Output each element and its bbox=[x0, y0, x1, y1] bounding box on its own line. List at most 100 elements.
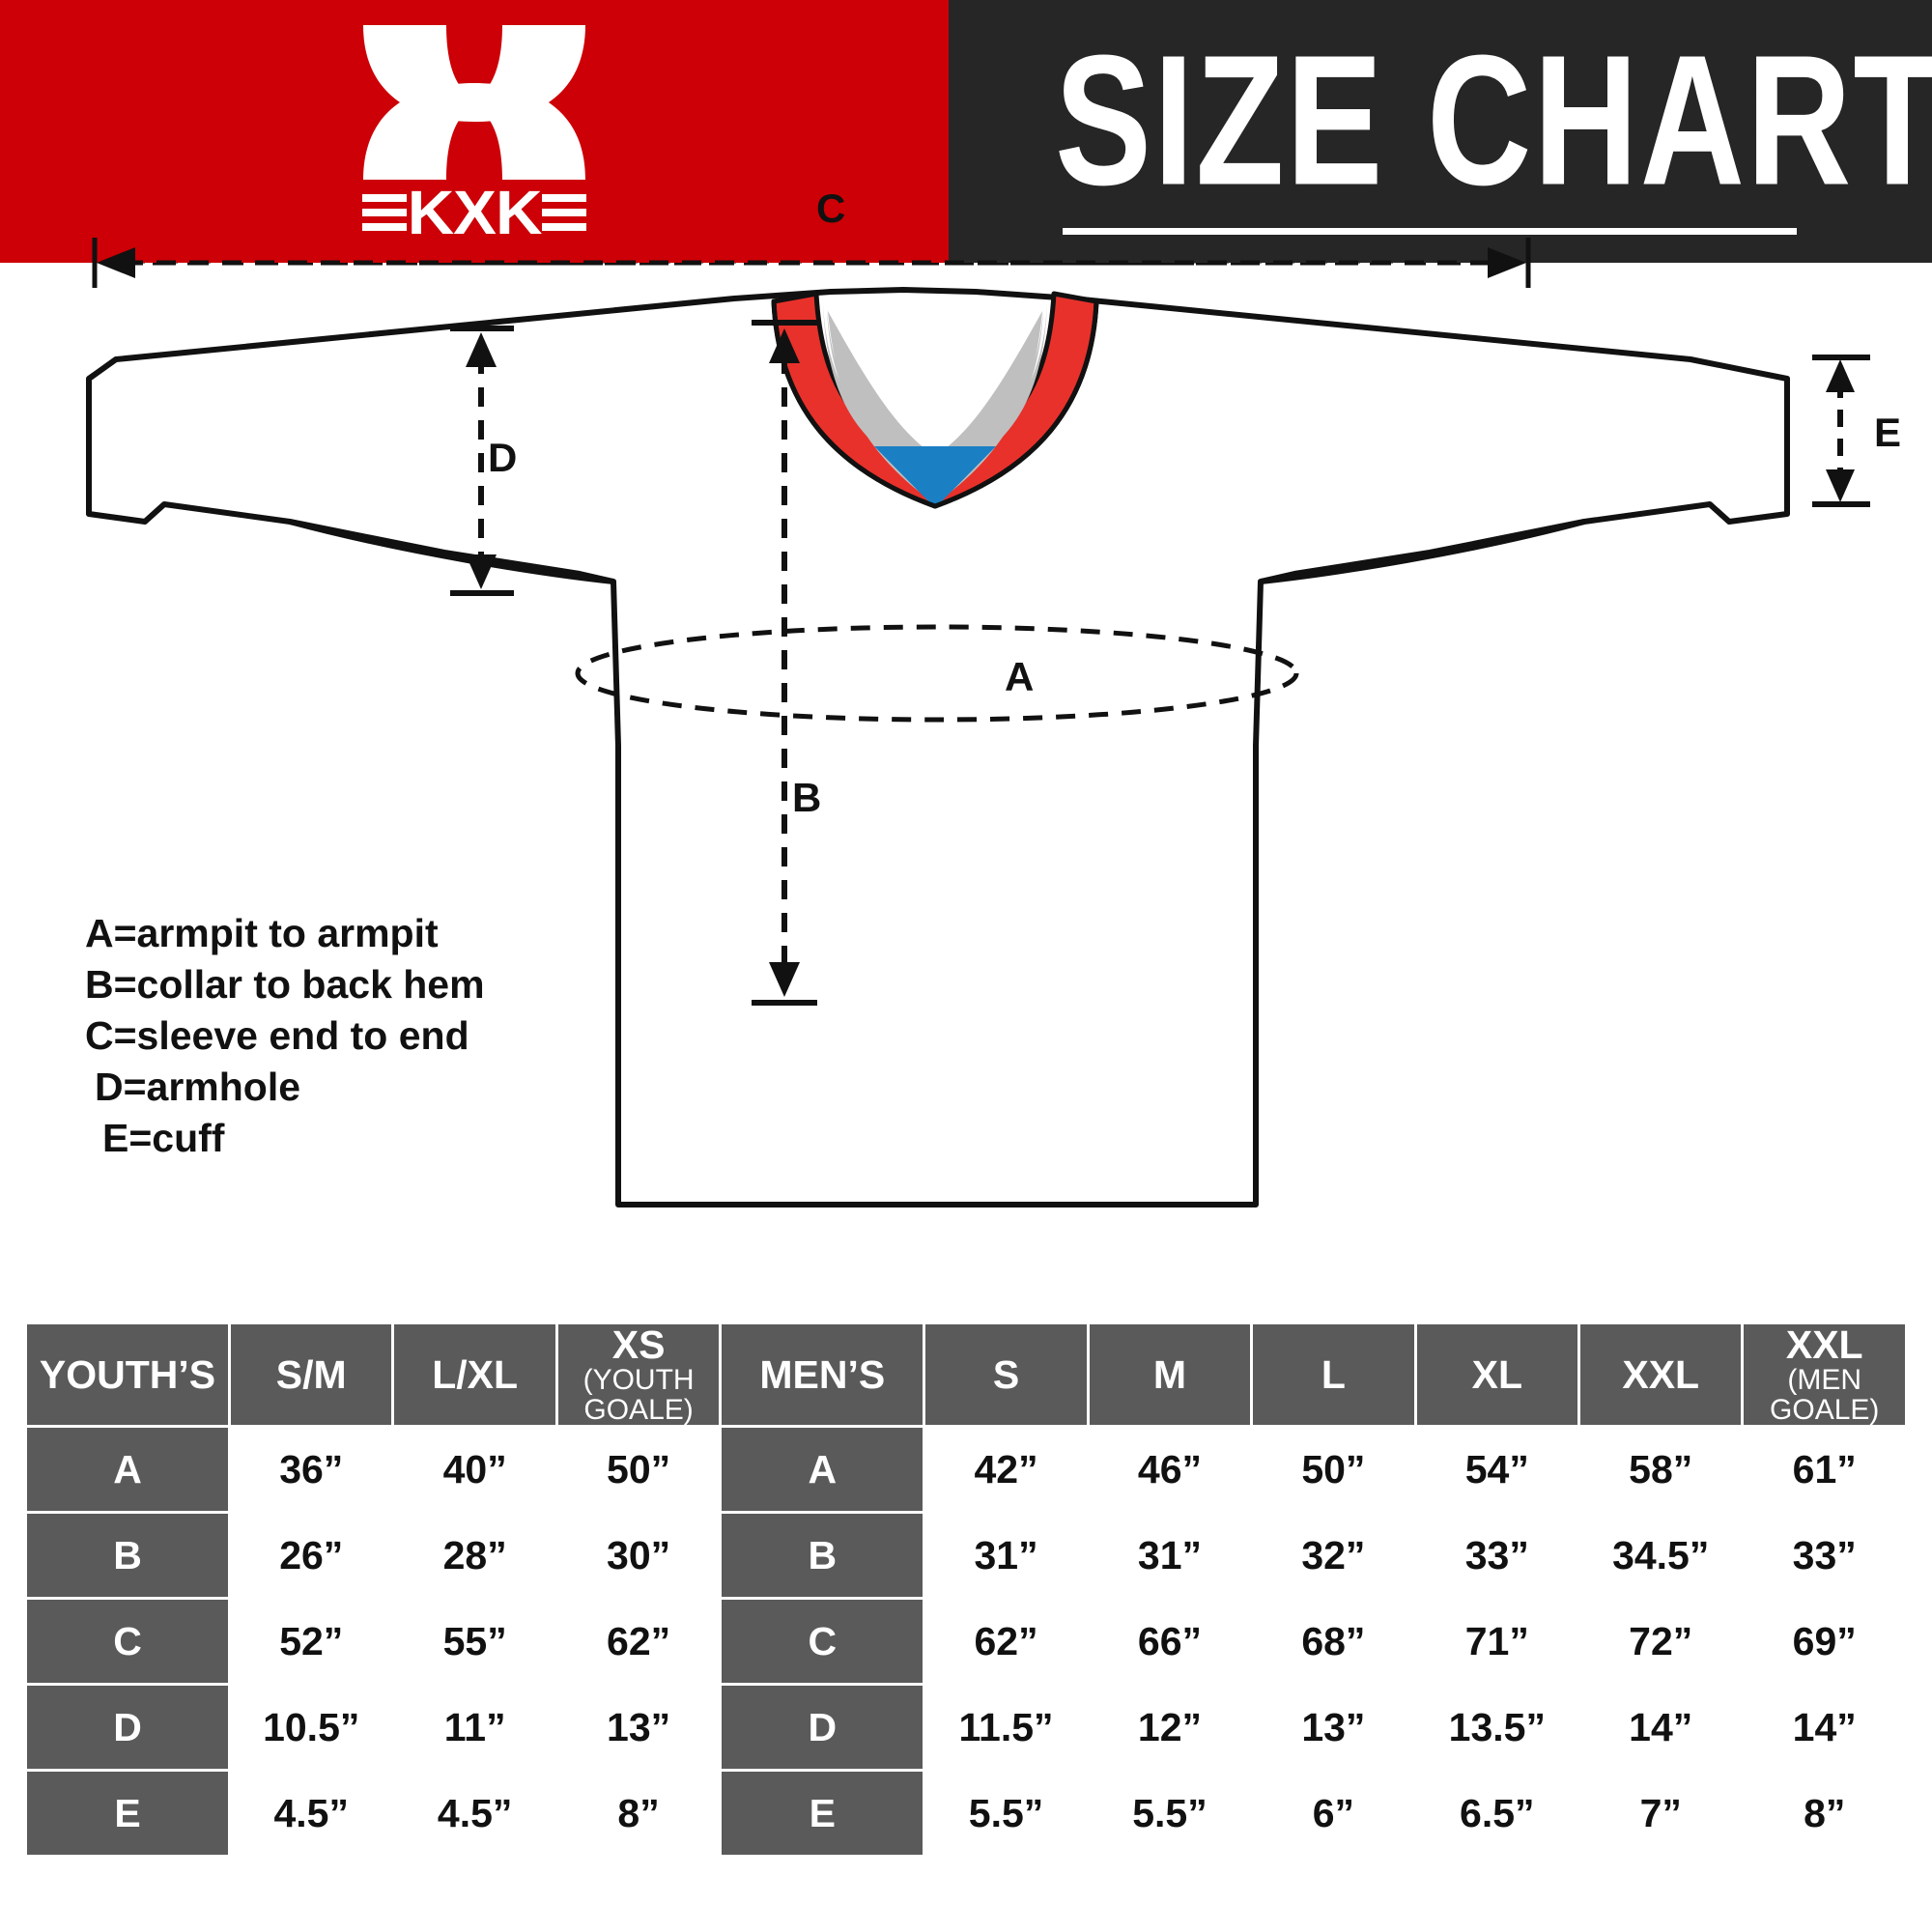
logo-stripes-left-icon bbox=[361, 190, 407, 235]
mens-col-1: M bbox=[1089, 1324, 1251, 1425]
mens-e-0: 5.5” bbox=[925, 1772, 1087, 1855]
mens-d-1: 12” bbox=[1089, 1686, 1251, 1769]
table-row: A 36” 40” 50” A 42” 46” 50” 54” 58” 61” bbox=[27, 1428, 1905, 1511]
youth-col-2: XS (YOUTH GOALE) bbox=[557, 1322, 720, 1426]
mens-col-0-label: S bbox=[992, 1352, 1020, 1397]
mens-e-2: 6” bbox=[1253, 1772, 1414, 1855]
collar-outline bbox=[771, 300, 1099, 509]
brand-logo: KXK bbox=[0, 19, 949, 247]
mens-c-0: 62” bbox=[925, 1600, 1087, 1683]
mens-col-4: XXL bbox=[1580, 1324, 1742, 1425]
youth-col-0-label: S/M bbox=[275, 1352, 347, 1397]
youth-a-0: 36” bbox=[231, 1428, 392, 1511]
mens-b-1: 31” bbox=[1089, 1514, 1251, 1597]
mens-row-label-b: B bbox=[722, 1514, 923, 1597]
brand-wordmark: KXK bbox=[361, 178, 587, 247]
mens-col-0: S bbox=[925, 1324, 1087, 1425]
measure-e-arrow bbox=[1812, 355, 1870, 507]
mens-b-3: 33” bbox=[1416, 1514, 1578, 1597]
youth-col-1-label: L/XL bbox=[432, 1352, 519, 1397]
table-header-row: YOUTH’S S/M L/XL XS (YOUTH GOALE) MEN’S S… bbox=[27, 1324, 1905, 1425]
measure-c-overlay bbox=[92, 238, 1531, 288]
youth-d-0: 10.5” bbox=[231, 1686, 392, 1769]
brand-banner: KXK bbox=[0, 0, 949, 263]
mens-c-3: 71” bbox=[1416, 1600, 1578, 1683]
mens-col-4-label: XXL bbox=[1622, 1352, 1700, 1397]
legend-line-d: D=armhole bbox=[95, 1065, 301, 1109]
youth-group-header: YOUTH’S bbox=[27, 1324, 229, 1425]
youth-c-1: 55” bbox=[394, 1600, 555, 1683]
youth-b-1: 28” bbox=[394, 1514, 555, 1597]
mens-row-label-d: D bbox=[722, 1686, 923, 1769]
mens-col-2-label: L bbox=[1321, 1352, 1346, 1397]
collar-blue-accent bbox=[874, 446, 996, 508]
youth-row-label-d: D bbox=[27, 1686, 229, 1769]
legend-line-b: B=collar to back hem bbox=[85, 962, 485, 1007]
measure-label-d: D bbox=[488, 435, 518, 480]
mens-a-1: 46” bbox=[1089, 1428, 1251, 1511]
kxk-hourglass-logo-icon bbox=[363, 25, 585, 180]
mens-a-2: 50” bbox=[1253, 1428, 1414, 1511]
table-row: E 4.5” 4.5” 8” E 5.5” 5.5” 6” 6.5” 7” 8” bbox=[27, 1772, 1905, 1855]
mens-a-4: 58” bbox=[1580, 1428, 1742, 1511]
mens-d-2: 13” bbox=[1253, 1686, 1414, 1769]
table-row: C 52” 55” 62” C 62” 66” 68” 71” 72” 69” bbox=[27, 1600, 1905, 1683]
mens-d-3: 13.5” bbox=[1416, 1686, 1578, 1769]
mens-col-1-label: M bbox=[1152, 1352, 1187, 1397]
youth-a-2: 50” bbox=[557, 1428, 720, 1511]
measure-a-ellipse bbox=[575, 624, 1299, 723]
measure-b-arrow bbox=[752, 320, 817, 1006]
jersey-right-shoulder-seam bbox=[1260, 519, 1585, 584]
mens-b-5: 33” bbox=[1744, 1514, 1905, 1597]
jersey-collar bbox=[771, 291, 1099, 509]
measure-overlay-svg bbox=[126, 263, 1870, 1006]
mens-e-4: 7” bbox=[1580, 1772, 1742, 1855]
youth-e-2: 8” bbox=[557, 1772, 720, 1855]
mens-col-5-label: XXL bbox=[1785, 1322, 1863, 1367]
legend-line-c: C=sleeve end to end bbox=[85, 1013, 469, 1058]
youth-row-label-c: C bbox=[27, 1600, 229, 1683]
mens-b-4: 34.5” bbox=[1580, 1514, 1742, 1597]
mens-d-4: 14” bbox=[1580, 1686, 1742, 1769]
measure-d-arrow bbox=[466, 332, 497, 589]
youth-col-0: S/M bbox=[231, 1324, 392, 1425]
jersey-diagram-svg bbox=[86, 263, 1790, 1208]
measure-label-c: C bbox=[816, 185, 846, 231]
title-underline bbox=[1063, 228, 1797, 235]
youth-col-1: L/XL bbox=[394, 1324, 555, 1425]
mens-col-5-sub: (MEN GOALE) bbox=[1770, 1364, 1880, 1426]
mens-row-label-c: C bbox=[722, 1600, 923, 1683]
mens-a-5: 61” bbox=[1744, 1428, 1905, 1511]
brand-logo-text: KXK bbox=[407, 178, 543, 247]
youth-a-1: 40” bbox=[394, 1428, 555, 1511]
mens-a-3: 54” bbox=[1416, 1428, 1578, 1511]
mens-d-0: 11.5” bbox=[925, 1686, 1087, 1769]
mens-e-3: 6.5” bbox=[1416, 1772, 1578, 1855]
mens-e-5: 8” bbox=[1744, 1772, 1905, 1855]
mens-col-2: L bbox=[1253, 1324, 1414, 1425]
mens-col-3-label: XL bbox=[1471, 1352, 1522, 1397]
youth-b-2: 30” bbox=[557, 1514, 720, 1597]
table-row: B 26” 28” 30” B 31” 31” 32” 33” 34.5” 33… bbox=[27, 1514, 1905, 1597]
youth-row-label-b: B bbox=[27, 1514, 229, 1597]
size-table-body: A 36” 40” 50” A 42” 46” 50” 54” 58” 61” … bbox=[27, 1428, 1905, 1855]
size-table-wrap: YOUTH’S S/M L/XL XS (YOUTH GOALE) MEN’S S… bbox=[24, 1321, 1908, 1858]
youth-col-2-label: XS bbox=[611, 1322, 666, 1367]
jersey-left-shoulder-seam bbox=[289, 519, 614, 584]
measure-label-a: A bbox=[1005, 654, 1035, 699]
mens-b-2: 32” bbox=[1253, 1514, 1414, 1597]
page-title-wrap: SIZE CHART bbox=[1055, 27, 1932, 213]
size-table: YOUTH’S S/M L/XL XS (YOUTH GOALE) MEN’S S… bbox=[24, 1321, 1908, 1858]
mens-e-1: 5.5” bbox=[1089, 1772, 1251, 1855]
youth-c-0: 52” bbox=[231, 1600, 392, 1683]
page-header: KXK SIZE CHART bbox=[0, 0, 1932, 263]
title-banner: SIZE CHART bbox=[949, 0, 1932, 263]
mens-b-0: 31” bbox=[925, 1514, 1087, 1597]
measure-label-e: E bbox=[1874, 410, 1902, 455]
youth-col-2-sub: (YOUTH GOALE) bbox=[582, 1364, 695, 1426]
legend-line-a: A=armpit to armpit bbox=[85, 911, 439, 955]
mens-a-0: 42” bbox=[925, 1428, 1087, 1511]
mens-c-2: 68” bbox=[1253, 1600, 1414, 1683]
youth-d-2: 13” bbox=[557, 1686, 720, 1769]
